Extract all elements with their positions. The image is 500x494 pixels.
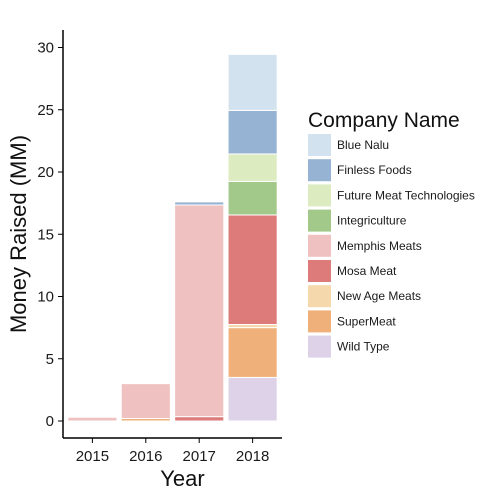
legend-key-new-age-meats [308,285,331,308]
legend-label-mosa-meat: Mosa Meat [337,264,397,278]
legend-key-integriculture [308,209,331,232]
x-tick-label-2018: 2018 [236,448,269,465]
bar-2018-integriculture [227,180,278,216]
legend-label-wild-type: Wild Type [337,340,390,354]
y-tick-label: 0 [46,413,54,430]
bar-2018-supermeat [227,327,278,378]
y-tick-label: 5 [46,351,54,368]
legend-label-supermeat: SuperMeat [337,314,396,328]
x-axis-title: Year [160,466,204,491]
legend-label-memphis-meats: Memphis Meats [337,239,422,253]
legend-key-supermeat [308,310,331,333]
y-tick-label: 20 [37,164,54,181]
y-tick-label: 10 [37,289,54,306]
legend: Company Name Blue Nalu Finless Foods Futur… [308,109,475,358]
legend-label-finless-foods: Finless Foods [337,163,412,177]
x-tick-label-2015: 2015 [76,448,109,465]
legend-label-new-age-meats: New Age Meats [337,289,421,303]
legend-label-integriculture: Integriculture [337,214,407,228]
bar-2018-future-meat-technologies [227,153,278,182]
y-axis: 0 5 10 15 20 25 30 [37,30,64,438]
legend-key-mosa-meat [308,260,331,282]
bar-2018-finless-foods [227,109,278,155]
x-axis: 2015 2016 2017 2018 [63,437,282,465]
y-tick-label: 15 [37,226,54,243]
x-tick-label-2016: 2016 [129,448,162,465]
legend-key-finless-foods [308,159,331,182]
legend-label-future-meat-technologies: Future Meat Technologies [337,188,475,202]
x-tick-label-2017: 2017 [183,448,216,465]
legend-key-memphis-meats [308,234,331,257]
bar-2018-wild-type [227,376,278,422]
bar-2018-blue-nalu [227,53,278,111]
y-tick-label: 30 [37,40,54,57]
legend-label-blue-nalu: Blue Nalu [337,138,389,152]
legend-title: Company Name [308,109,460,132]
bar-2017-finless-foods [174,201,225,206]
bars-layer [67,53,278,422]
y-tick-label: 25 [37,102,54,119]
bar-2017-mosa-meat [174,416,225,422]
bar-2018-mosa-meat [227,214,278,326]
legend-key-blue-nalu [308,134,331,156]
y-axis-title: Money Raised (MM) [6,135,31,333]
legend-key-future-meat-technologies [308,184,331,207]
legend-key-wild-type [308,335,331,358]
bar-2017-memphis-meats [174,204,225,418]
bar-2015-memphis-meats [67,416,118,422]
bar-2016-memphis-meats [120,383,171,420]
